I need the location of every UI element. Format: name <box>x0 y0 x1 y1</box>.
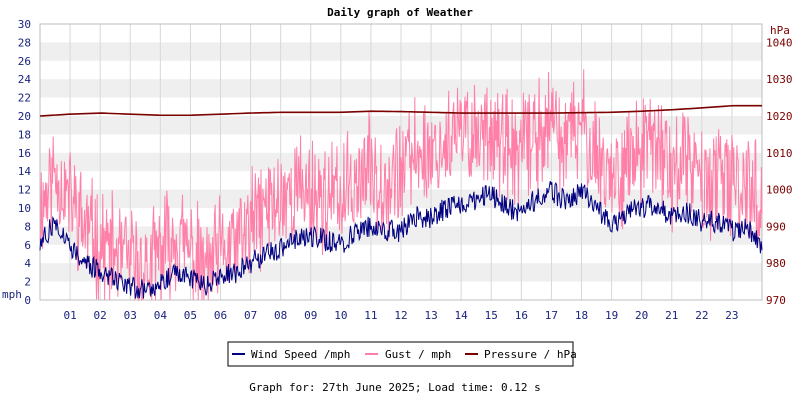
hour-tick-label: 06 <box>214 309 227 322</box>
left-tick-label: 2 <box>24 276 31 289</box>
left-tick-label: 28 <box>18 36 31 49</box>
legend-box <box>227 341 574 367</box>
hour-tick-label: 11 <box>364 309 377 322</box>
wind-speed-series-line <box>39 181 763 299</box>
hour-tick-label: 05 <box>184 309 197 322</box>
hour-tick-label: 15 <box>485 309 498 322</box>
hour-tick-label: 23 <box>725 309 738 322</box>
hour-tick-label: 01 <box>63 309 76 322</box>
right-tick-label: 980 <box>766 257 786 270</box>
left-tick-label: 12 <box>18 184 31 197</box>
right-axis-title: hPa <box>770 24 790 37</box>
hour-tick-label: 04 <box>154 309 168 322</box>
hour-tick-label: 07 <box>244 309 257 322</box>
hour-tick-label: 08 <box>274 309 287 322</box>
series-layer <box>39 69 763 301</box>
left-tick-label: 22 <box>18 92 31 105</box>
hour-tick-label: 02 <box>94 309 107 322</box>
hour-tick-label: 13 <box>424 309 437 322</box>
right-tick-label: 1000 <box>766 184 793 197</box>
hour-tick-label: 19 <box>605 309 618 322</box>
right-tick-label: 1020 <box>766 110 793 123</box>
right-tick-label: 970 <box>766 294 786 307</box>
right-axis: 970 980 990 1000 1010 1020 1030 1040 <box>766 36 793 307</box>
plot-frame <box>39 23 763 301</box>
hour-tick-label: 16 <box>515 309 528 322</box>
left-tick-label: 20 <box>18 110 31 123</box>
right-tick-label: 1040 <box>766 36 793 49</box>
legend-label: Gust / mph <box>385 348 451 361</box>
hour-tick-label: 09 <box>304 309 317 322</box>
chart-footer: Graph for: 27th June 2025; Load time: 0.… <box>249 381 540 394</box>
left-tick-label: 16 <box>18 147 31 160</box>
left-tick-label: 26 <box>18 55 31 68</box>
pressure-series-line <box>39 104 762 117</box>
hour-tick-label: 14 <box>455 309 469 322</box>
left-tick-label: 4 <box>24 257 31 270</box>
hour-tick-label: 10 <box>334 309 347 322</box>
hour-tick-label: 20 <box>635 309 648 322</box>
right-tick-label: 1010 <box>766 147 793 160</box>
legend-label: Pressure / hPa <box>484 348 577 361</box>
left-tick-label: 24 <box>18 73 32 86</box>
left-tick-label: 0 <box>24 294 31 307</box>
x-axis: 01 02 03 04 05 06 07 08 09 10 11 12 13 14 15 16 17 18 19 20… <box>63 309 738 322</box>
left-tick-label: 6 <box>24 239 31 252</box>
left-tick-label: 8 <box>24 220 31 233</box>
hour-tick-label: 17 <box>545 309 558 322</box>
left-tick-label: 10 <box>18 202 31 215</box>
hour-tick-label: 21 <box>665 309 678 322</box>
hour-tick-label: 22 <box>695 309 708 322</box>
hour-tick-label: 03 <box>124 309 137 322</box>
left-tick-label: 14 <box>18 165 32 178</box>
left-tick-label: 18 <box>18 128 31 141</box>
left-axis-title: mph <box>2 288 22 301</box>
hour-tick-label: 18 <box>575 309 588 322</box>
gust-series-line <box>39 69 763 301</box>
legend-label: Wind Speed /mph <box>251 348 350 361</box>
left-tick-label: 30 <box>18 18 31 31</box>
chart-title: Daily graph of Weather <box>327 6 473 19</box>
right-tick-label: 990 <box>766 220 786 233</box>
legend: Wind Speed /mph Gust / mph Pressure / hPa <box>227 341 577 367</box>
right-tick-label: 1030 <box>766 73 793 86</box>
hour-tick-label: 12 <box>394 309 407 322</box>
